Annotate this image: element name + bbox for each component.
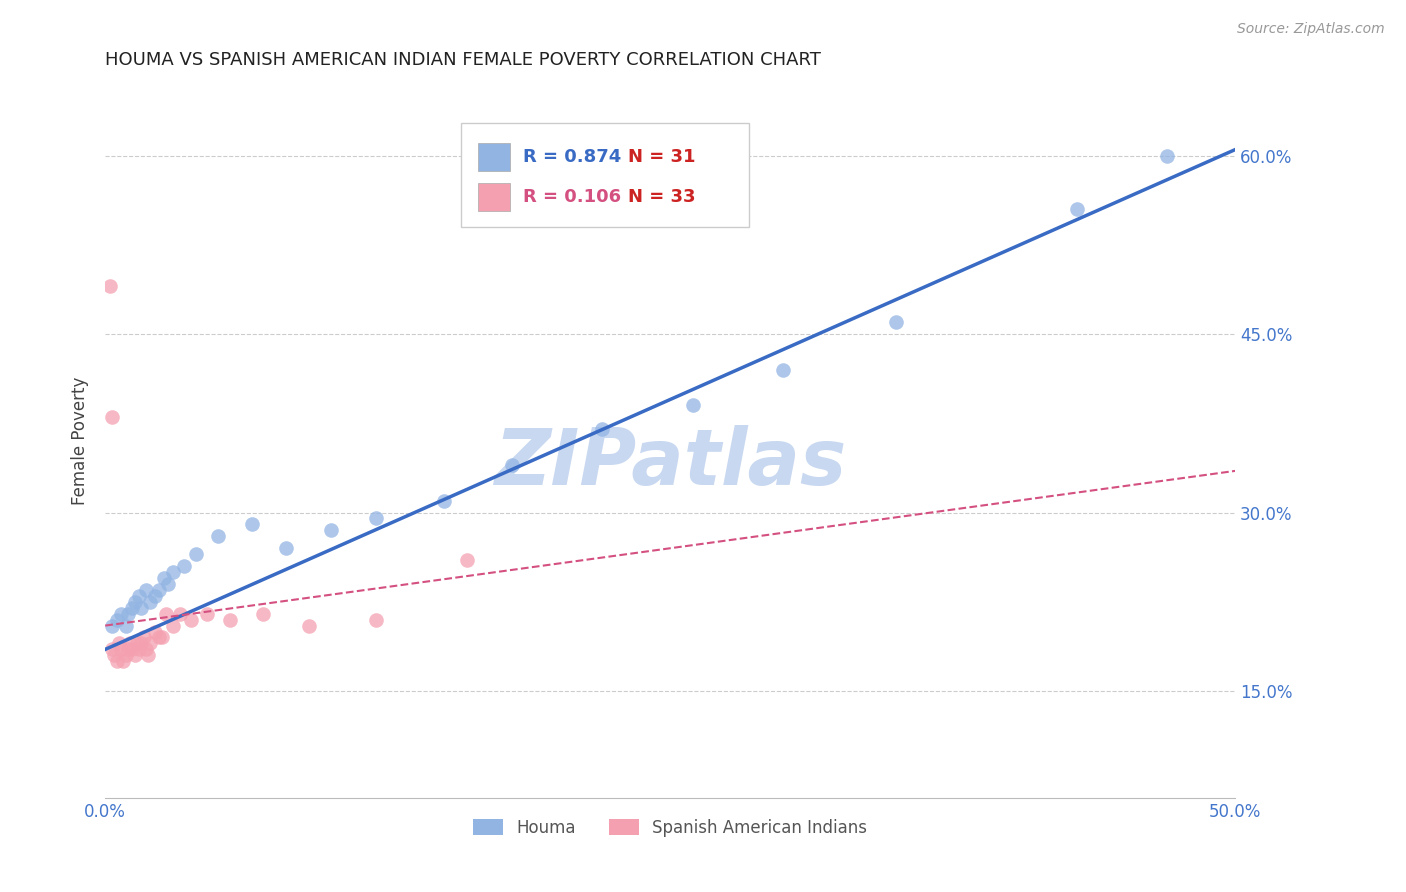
- Text: N = 31: N = 31: [628, 148, 696, 166]
- Point: [162, 565, 184, 579]
- Point: [148, 631, 170, 645]
- FancyBboxPatch shape: [461, 123, 749, 227]
- Point: [1156, 148, 1178, 162]
- Point: [366, 511, 388, 525]
- FancyBboxPatch shape: [478, 184, 510, 211]
- Point: [120, 636, 142, 650]
- Point: [456, 553, 478, 567]
- Point: [184, 547, 207, 561]
- Point: [107, 636, 129, 650]
- Point: [180, 613, 202, 627]
- Text: Source: ZipAtlas.com: Source: ZipAtlas.com: [1237, 22, 1385, 37]
- Point: [162, 618, 184, 632]
- Point: [218, 613, 240, 627]
- Point: [321, 524, 343, 538]
- Point: [125, 636, 148, 650]
- Point: [240, 517, 263, 532]
- Point: [110, 642, 132, 657]
- Point: [501, 458, 523, 472]
- Point: [132, 631, 155, 645]
- Point: [135, 582, 157, 597]
- Point: [207, 529, 229, 543]
- Point: [884, 315, 907, 329]
- Point: [128, 642, 150, 657]
- Point: [105, 613, 128, 627]
- Point: [135, 642, 157, 657]
- Text: R = 0.106: R = 0.106: [523, 188, 621, 206]
- Point: [114, 618, 136, 632]
- Point: [101, 410, 124, 425]
- FancyBboxPatch shape: [478, 144, 510, 170]
- Point: [143, 589, 166, 603]
- Point: [117, 642, 139, 657]
- Point: [121, 642, 143, 657]
- Point: [772, 362, 794, 376]
- Text: ZIPatlas: ZIPatlas: [494, 425, 846, 500]
- Point: [682, 399, 704, 413]
- Point: [114, 648, 136, 663]
- Point: [153, 571, 176, 585]
- Point: [101, 618, 124, 632]
- Point: [136, 648, 159, 663]
- Text: R = 0.874: R = 0.874: [523, 148, 621, 166]
- Point: [297, 618, 319, 632]
- Point: [124, 648, 146, 663]
- Point: [195, 607, 218, 621]
- Point: [110, 607, 132, 621]
- Point: [169, 607, 191, 621]
- Text: N = 33: N = 33: [628, 188, 696, 206]
- Point: [103, 648, 125, 663]
- Point: [131, 600, 153, 615]
- Point: [139, 636, 162, 650]
- Point: [433, 493, 456, 508]
- Point: [143, 624, 166, 639]
- Point: [139, 595, 162, 609]
- Point: [117, 607, 139, 621]
- Point: [101, 642, 124, 657]
- Point: [128, 589, 150, 603]
- Point: [105, 654, 128, 668]
- Point: [131, 636, 153, 650]
- Point: [366, 613, 388, 627]
- Point: [124, 595, 146, 609]
- Point: [1066, 202, 1088, 216]
- Point: [591, 422, 613, 436]
- Legend: Houma, Spanish American Indians: Houma, Spanish American Indians: [467, 812, 875, 843]
- Point: [112, 654, 135, 668]
- Point: [121, 600, 143, 615]
- Point: [274, 541, 297, 556]
- Point: [150, 631, 173, 645]
- Point: [98, 279, 121, 293]
- Point: [148, 582, 170, 597]
- Text: HOUMA VS SPANISH AMERICAN INDIAN FEMALE POVERTY CORRELATION CHART: HOUMA VS SPANISH AMERICAN INDIAN FEMALE …: [105, 51, 821, 69]
- Point: [252, 607, 274, 621]
- Y-axis label: Female Poverty: Female Poverty: [72, 377, 89, 506]
- Point: [157, 577, 180, 591]
- Point: [173, 559, 195, 574]
- Point: [155, 607, 177, 621]
